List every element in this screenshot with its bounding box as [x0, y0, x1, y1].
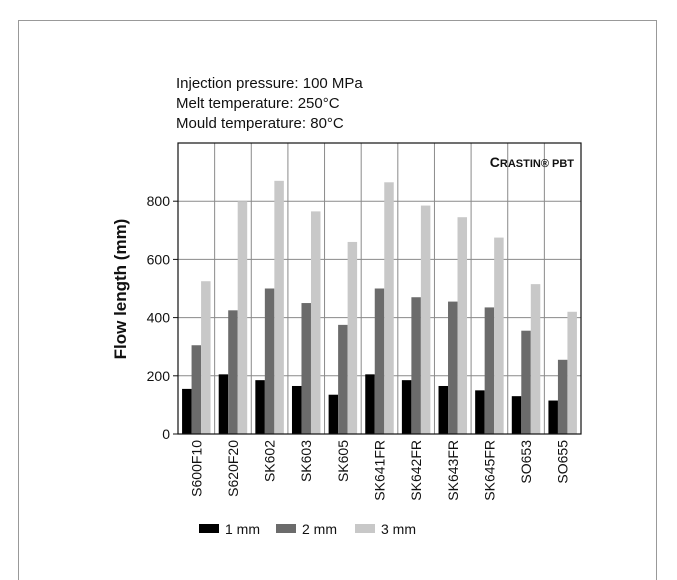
- bar: [401, 380, 412, 434]
- y-tick-label: 200: [147, 368, 171, 384]
- condition-mould-temperature: Mould temperature: 80°C: [176, 115, 344, 132]
- bar: [274, 180, 284, 434]
- bar: [365, 374, 375, 434]
- y-tick-label: 0: [162, 426, 170, 442]
- bar: [237, 201, 248, 434]
- bar: [557, 359, 568, 434]
- bar: [511, 396, 522, 434]
- bar: [448, 301, 458, 434]
- legend-item: 3 mm: [355, 521, 416, 537]
- y-tick-label: 800: [147, 193, 171, 209]
- legend-swatch: [276, 524, 296, 533]
- bar: [521, 330, 531, 434]
- bar: [228, 310, 238, 434]
- x-axis: S600F10 S620F20 SK602 SK603 SK605 SK641FR SK64…: [188, 440, 570, 501]
- y-tick-label: 400: [147, 310, 171, 326]
- y-axis: 0 200 400 600 800: [147, 193, 178, 442]
- bar: [301, 303, 311, 434]
- bar: [548, 400, 558, 434]
- legend-label: 3 mm: [381, 521, 416, 537]
- x-tick-label: SK641FR: [372, 440, 388, 501]
- y-tick-label: 600: [147, 251, 171, 267]
- legend-item: 2 mm: [276, 521, 337, 537]
- x-tick-label: SK642FR: [408, 440, 424, 501]
- condition-pressure: Injection pressure: 100 MPa: [176, 75, 363, 92]
- bar: [310, 211, 321, 434]
- legend-item: 1 mm: [199, 521, 260, 537]
- legend-swatch: [355, 524, 375, 533]
- bar: [438, 385, 449, 434]
- bar: [411, 297, 421, 434]
- bar: [567, 311, 577, 434]
- bar: [530, 284, 541, 434]
- x-tick-label: SK643FR: [445, 440, 461, 501]
- bar: [182, 388, 192, 434]
- x-tick-label: SK605: [335, 440, 351, 482]
- legend-label: 1 mm: [225, 521, 260, 537]
- condition-melt-temperature: Melt temperature: 250°C: [176, 95, 340, 112]
- bar: [201, 281, 211, 434]
- x-tick-label: SK603: [298, 440, 314, 482]
- x-tick-label: SK645FR: [481, 440, 497, 501]
- x-tick-label: SO655: [555, 440, 571, 484]
- x-tick-label: SO653: [518, 440, 534, 484]
- bars: [182, 180, 577, 434]
- bar: [494, 237, 504, 434]
- bar: [484, 307, 495, 434]
- chart-frame: [18, 20, 657, 580]
- bar: [255, 380, 265, 434]
- bar: [191, 345, 202, 434]
- brand-label: CRASTIN® PBT: [490, 154, 575, 170]
- bar: [384, 182, 394, 434]
- plot-border: [177, 142, 582, 435]
- bar: [338, 324, 348, 434]
- bar: [374, 288, 385, 434]
- x-tick-label: SK602: [262, 440, 278, 482]
- bar: [264, 288, 275, 434]
- legend-swatch: [199, 524, 219, 533]
- x-tick-label: S620F20: [225, 440, 241, 497]
- legend-label: 2 mm: [302, 521, 337, 537]
- x-tick-label: S600F10: [188, 440, 204, 497]
- bar: [420, 205, 431, 434]
- bar: [347, 241, 358, 434]
- legend: 1 mm 2 mm 3 mm: [199, 521, 416, 537]
- bar: [328, 394, 339, 434]
- bar: [291, 385, 302, 434]
- y-axis-label: Flow length (mm): [111, 219, 130, 360]
- bar: [218, 374, 229, 434]
- bar: [475, 390, 485, 434]
- test-conditions: Injection pressure: 100 MPa Melt tempera…: [176, 75, 363, 132]
- bar: [457, 217, 468, 434]
